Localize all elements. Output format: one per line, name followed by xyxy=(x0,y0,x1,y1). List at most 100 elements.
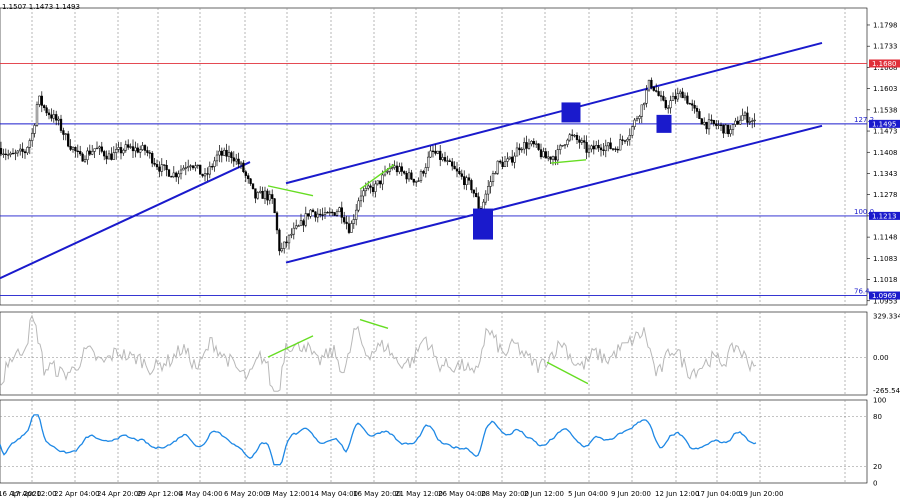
candle-body xyxy=(470,180,473,191)
candle-body xyxy=(182,167,185,171)
candle-body xyxy=(410,172,413,180)
level-tag-1 xyxy=(869,119,900,128)
candle-body xyxy=(419,171,423,181)
candle-body xyxy=(33,125,36,134)
candle-body xyxy=(134,147,137,152)
candle-body xyxy=(16,150,19,154)
candle-body xyxy=(532,141,535,145)
cci-y-tick-label: -265.544 xyxy=(873,387,900,395)
candle-body xyxy=(455,168,459,172)
candle-body xyxy=(571,134,574,136)
x-tick-label: 17 Jun 04:00 xyxy=(696,490,740,498)
candle-body xyxy=(211,166,214,168)
candle-body xyxy=(441,157,444,160)
candle-body xyxy=(326,212,329,214)
candle-body xyxy=(141,145,144,150)
candle-body xyxy=(91,151,94,155)
candle-body xyxy=(57,118,60,121)
trend-line-2 xyxy=(285,41,823,185)
candle-body xyxy=(743,112,747,116)
candle-body xyxy=(753,119,756,122)
candle-body xyxy=(659,95,663,97)
candle-body xyxy=(2,153,5,155)
candle-body xyxy=(422,171,425,174)
candle-body xyxy=(307,213,310,217)
candle-body xyxy=(287,234,291,244)
candle-body xyxy=(343,217,346,223)
candle-body xyxy=(472,189,475,194)
candle-body xyxy=(499,160,502,163)
candle-body xyxy=(703,121,706,125)
candle-body xyxy=(439,150,442,160)
candle-body xyxy=(362,190,365,197)
level-tag-0 xyxy=(869,59,900,68)
x-tick-label: 24 Apr 20:00 xyxy=(97,490,143,498)
candle-body xyxy=(244,171,247,176)
candle-body xyxy=(7,154,10,156)
candle-body xyxy=(547,156,550,159)
candle-body xyxy=(619,139,622,151)
candle-body xyxy=(131,146,135,152)
candle-body xyxy=(407,172,411,180)
candle-body xyxy=(412,178,415,183)
candle-body xyxy=(69,145,72,150)
candle-body xyxy=(43,105,46,108)
candle-body xyxy=(638,116,641,119)
x-tick-label: 4 May 04:00 xyxy=(179,490,223,498)
candle-body xyxy=(261,190,264,199)
candle-body xyxy=(230,152,233,158)
candle-body xyxy=(705,121,708,130)
candle-body xyxy=(513,155,516,163)
x-tick-label: 6 May 20:00 xyxy=(224,490,268,498)
candle-body xyxy=(220,150,223,156)
candle-body xyxy=(316,213,319,218)
candle-body xyxy=(695,108,699,112)
candle-body xyxy=(667,107,670,109)
candle-body xyxy=(107,153,111,160)
candle-body xyxy=(719,124,723,126)
candle-body xyxy=(319,213,322,216)
candle-body xyxy=(304,213,307,226)
candle-body xyxy=(127,144,130,148)
candle-body xyxy=(511,156,514,163)
candle-body xyxy=(453,165,456,170)
x-tick-label: 2 Jun 12:00 xyxy=(524,490,564,498)
candle-body xyxy=(626,139,629,142)
candle-body xyxy=(554,156,557,161)
candle-body xyxy=(227,152,231,157)
candle-body xyxy=(573,135,576,137)
candle-body xyxy=(698,111,701,119)
candle-body xyxy=(674,96,677,100)
candle-body xyxy=(259,190,262,193)
candle-body xyxy=(741,115,744,121)
panel-frame-1 xyxy=(0,7,868,306)
candle-body xyxy=(83,159,87,162)
candle-body xyxy=(64,133,67,135)
rsi-y-tick-label: 100 xyxy=(873,397,886,405)
candle-body xyxy=(146,150,149,153)
candle-body xyxy=(201,174,204,177)
candle-body xyxy=(177,173,180,178)
level-tag-text: 1.1213 xyxy=(872,212,897,220)
candle-body xyxy=(448,160,451,162)
candle-body xyxy=(280,248,283,252)
y-tick-label: 1.1408 xyxy=(873,149,898,157)
candle-body xyxy=(403,171,406,174)
candle-body xyxy=(143,145,147,151)
candle-body xyxy=(446,160,449,162)
candle-body xyxy=(199,164,202,175)
candle-body xyxy=(67,133,70,147)
candle-body xyxy=(575,135,579,140)
candle-body xyxy=(256,192,259,199)
candle-body xyxy=(496,160,499,174)
candle-body xyxy=(333,212,336,216)
divergence-line-1 xyxy=(359,164,395,190)
candle-body xyxy=(175,172,178,178)
panel-frame-3 xyxy=(0,399,868,484)
level-label: 76.4 xyxy=(854,288,870,296)
candle-body xyxy=(206,173,209,175)
candle-body xyxy=(443,157,447,162)
candle-body xyxy=(506,158,509,162)
candle-body xyxy=(331,211,334,214)
